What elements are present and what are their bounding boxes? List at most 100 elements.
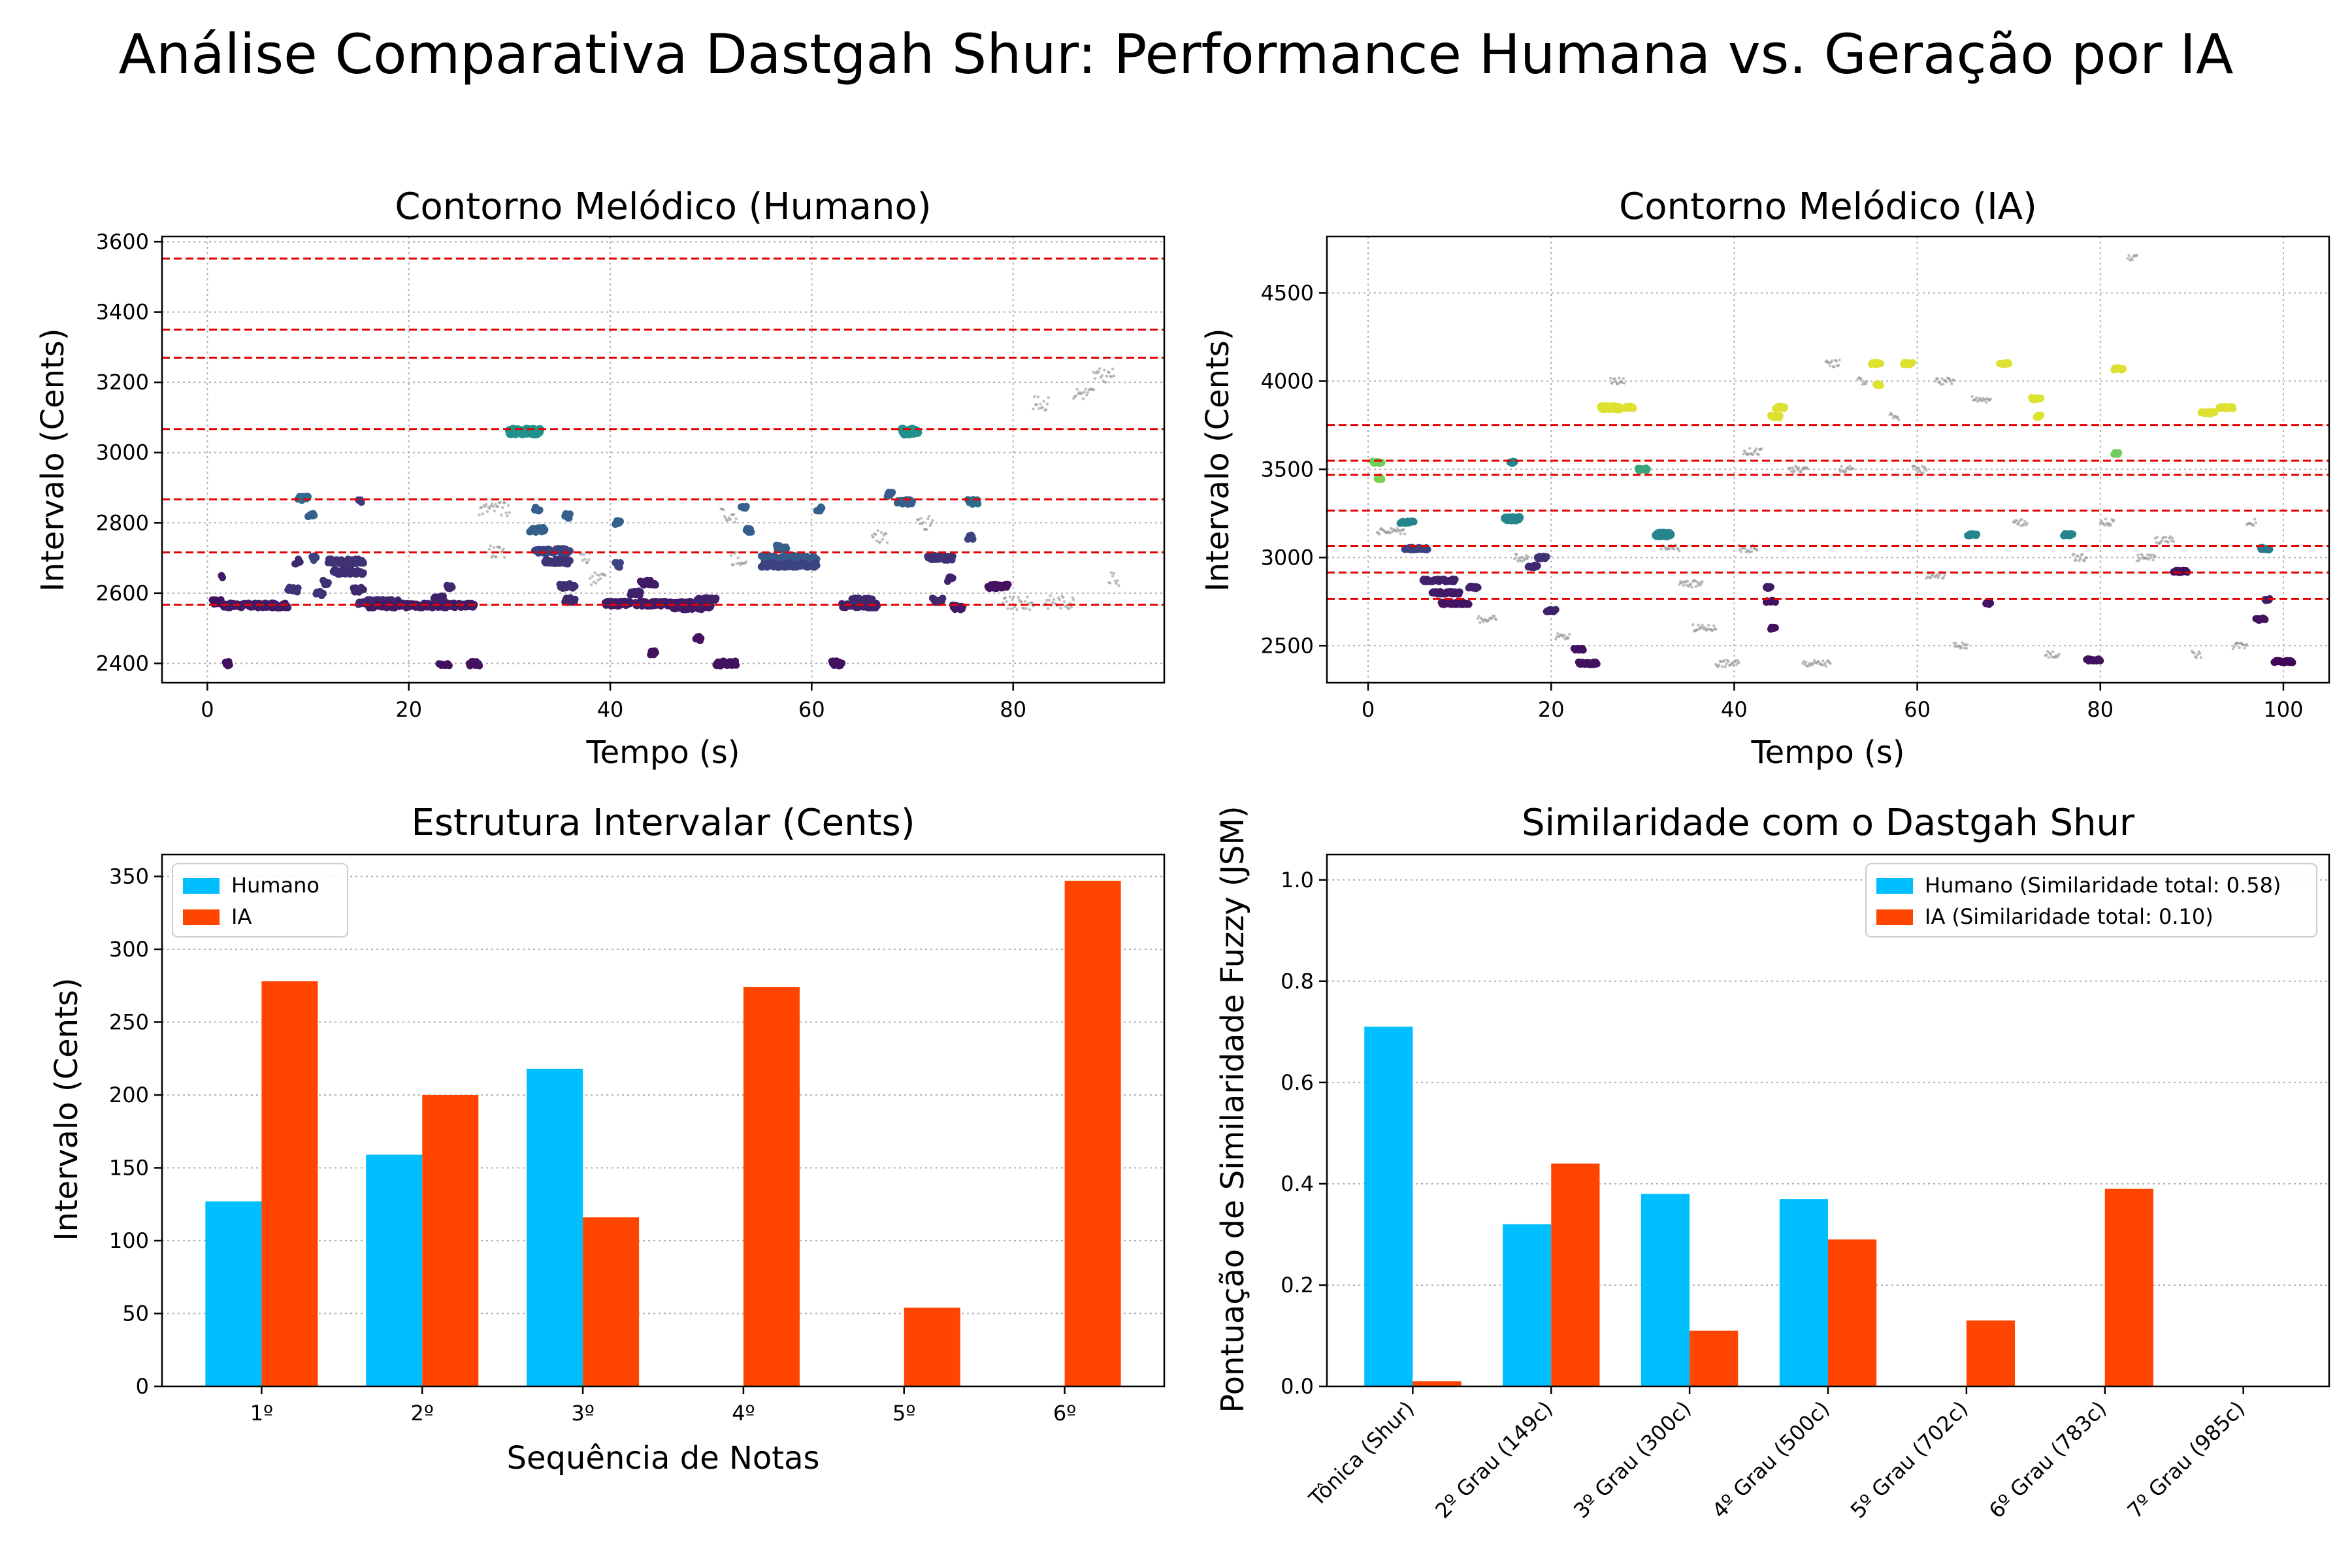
pitch-segment	[2197, 408, 2219, 418]
pitch-segment	[2060, 530, 2077, 540]
unvoiced-point	[1028, 608, 1032, 612]
unvoiced-point	[503, 501, 506, 504]
unvoiced-point	[1938, 574, 1941, 577]
pitch-segment	[1788, 465, 1809, 474]
unvoiced-point	[1480, 618, 1484, 621]
unvoiced-point	[2149, 556, 2153, 559]
unvoiced-point	[1105, 374, 1109, 378]
pitch-segment	[1501, 513, 1524, 525]
x-tick-label: 6º Grau (783c)	[1984, 1396, 2112, 1524]
unvoiced-point	[2072, 553, 2076, 556]
unvoiced-point	[589, 583, 593, 587]
pitch-point	[359, 586, 367, 594]
unvoiced-point	[508, 511, 512, 514]
unvoiced-point	[1752, 453, 1755, 456]
pitch-point	[712, 595, 720, 602]
pitch-point	[324, 579, 332, 587]
unvoiced-point	[1108, 581, 1112, 585]
y-axis-label: Intervalo (Cents)	[35, 328, 71, 591]
pitch-segment	[1107, 571, 1120, 587]
unvoiced-point	[1852, 467, 1855, 470]
bar-ai	[1828, 1239, 1877, 1386]
legend-label: Humano (Similaridade total: 0.58)	[1925, 873, 2281, 898]
pitch-segment	[772, 542, 791, 553]
unvoiced-point	[1711, 629, 1714, 632]
unvoiced-point	[930, 521, 933, 525]
pitch-segment	[561, 510, 574, 522]
panel-interval-structure: Estrutura Intervalar (Cents) Sequência d…	[48, 802, 1166, 1477]
unvoiced-point	[487, 547, 491, 551]
pitch-segment	[478, 500, 512, 517]
unvoiced-point	[1714, 628, 1718, 631]
unvoiced-point	[589, 576, 592, 580]
pitch-point	[1451, 576, 1459, 583]
unvoiced-point	[881, 538, 885, 541]
unvoiced-point	[925, 528, 928, 531]
pitch-segment	[430, 592, 448, 604]
pitch-point	[219, 574, 227, 581]
pitch-point	[1456, 588, 1463, 596]
unvoiced-point	[2170, 536, 2174, 540]
unvoiced-point	[1980, 399, 1984, 402]
x-tick-label: 60	[798, 697, 825, 722]
x-axis-label: Sequência de Notas	[506, 1440, 819, 1477]
unvoiced-point	[1838, 358, 1841, 362]
unvoiced-point	[2140, 554, 2144, 557]
unvoiced-point	[2193, 651, 2196, 655]
unvoiced-point	[1948, 377, 1952, 381]
unvoiced-point	[1116, 579, 1119, 582]
unvoiced-point	[1747, 452, 1750, 455]
pitch-segment	[984, 580, 1012, 593]
pitch-segment	[1872, 380, 1885, 389]
unvoiced-point	[1678, 549, 1681, 553]
unvoiced-point	[1750, 549, 1754, 553]
x-tick-label: 80	[2087, 697, 2114, 722]
unvoiced-point	[1737, 661, 1740, 664]
unvoiced-point	[1950, 382, 1953, 385]
unvoiced-point	[2135, 253, 2139, 257]
unvoiced-point	[1838, 470, 1842, 474]
unvoiced-point	[506, 514, 509, 517]
pitch-segment	[487, 544, 506, 559]
unvoiced-point	[1085, 393, 1088, 397]
unvoiced-point	[874, 532, 877, 536]
unvoiced-point	[1678, 583, 1681, 586]
pitch-point	[838, 659, 846, 667]
unvoiced-point	[1848, 465, 1852, 468]
panel-title: Contorno Melódico (IA)	[1619, 186, 2037, 228]
x-tick-label: 100	[2263, 697, 2303, 722]
unvoiced-point	[926, 517, 930, 521]
unvoiced-point	[875, 539, 879, 543]
unvoiced-point	[1975, 396, 1978, 400]
unvoiced-point	[2254, 521, 2258, 525]
pitch-segment	[1419, 576, 1459, 585]
unvoiced-point	[1748, 446, 1752, 450]
pitch-segment	[1092, 367, 1116, 384]
unvoiced-point	[2083, 559, 2086, 563]
unvoiced-point	[1788, 466, 1792, 470]
unvoiced-point	[2166, 540, 2170, 544]
legend-box	[1865, 863, 2317, 938]
panel-shur-similarity: Similaridade com o Dastgah Shur Pontuaçã…	[1215, 802, 2330, 1524]
pitch-point	[651, 581, 659, 589]
pitch-segment	[828, 657, 846, 670]
pitch-segment	[944, 573, 956, 585]
pitch-point	[1771, 624, 1779, 632]
unvoiced-point	[1963, 646, 1966, 650]
unvoiced-point	[1103, 368, 1106, 372]
pitch-segment	[1964, 530, 1981, 540]
unvoiced-point	[1521, 555, 1525, 559]
unvoiced-point	[1694, 585, 1698, 589]
unvoiced-point	[1402, 528, 1405, 531]
pitch-point	[949, 552, 956, 560]
unvoiced-point	[1037, 407, 1041, 410]
pitch-point	[225, 661, 233, 669]
pitch-segment	[2215, 402, 2237, 413]
y-tick-label: 0.4	[1281, 1171, 1314, 1196]
pitch-segment	[1982, 598, 1995, 608]
unvoiced-point	[478, 513, 481, 517]
figure-title: Análise Comparativa Dastgah Shur: Perfor…	[119, 22, 2234, 86]
x-tick-label: 40	[1721, 697, 1748, 722]
x-axis-label: Tempo (s)	[585, 734, 740, 771]
pitch-segment	[1996, 359, 2013, 368]
